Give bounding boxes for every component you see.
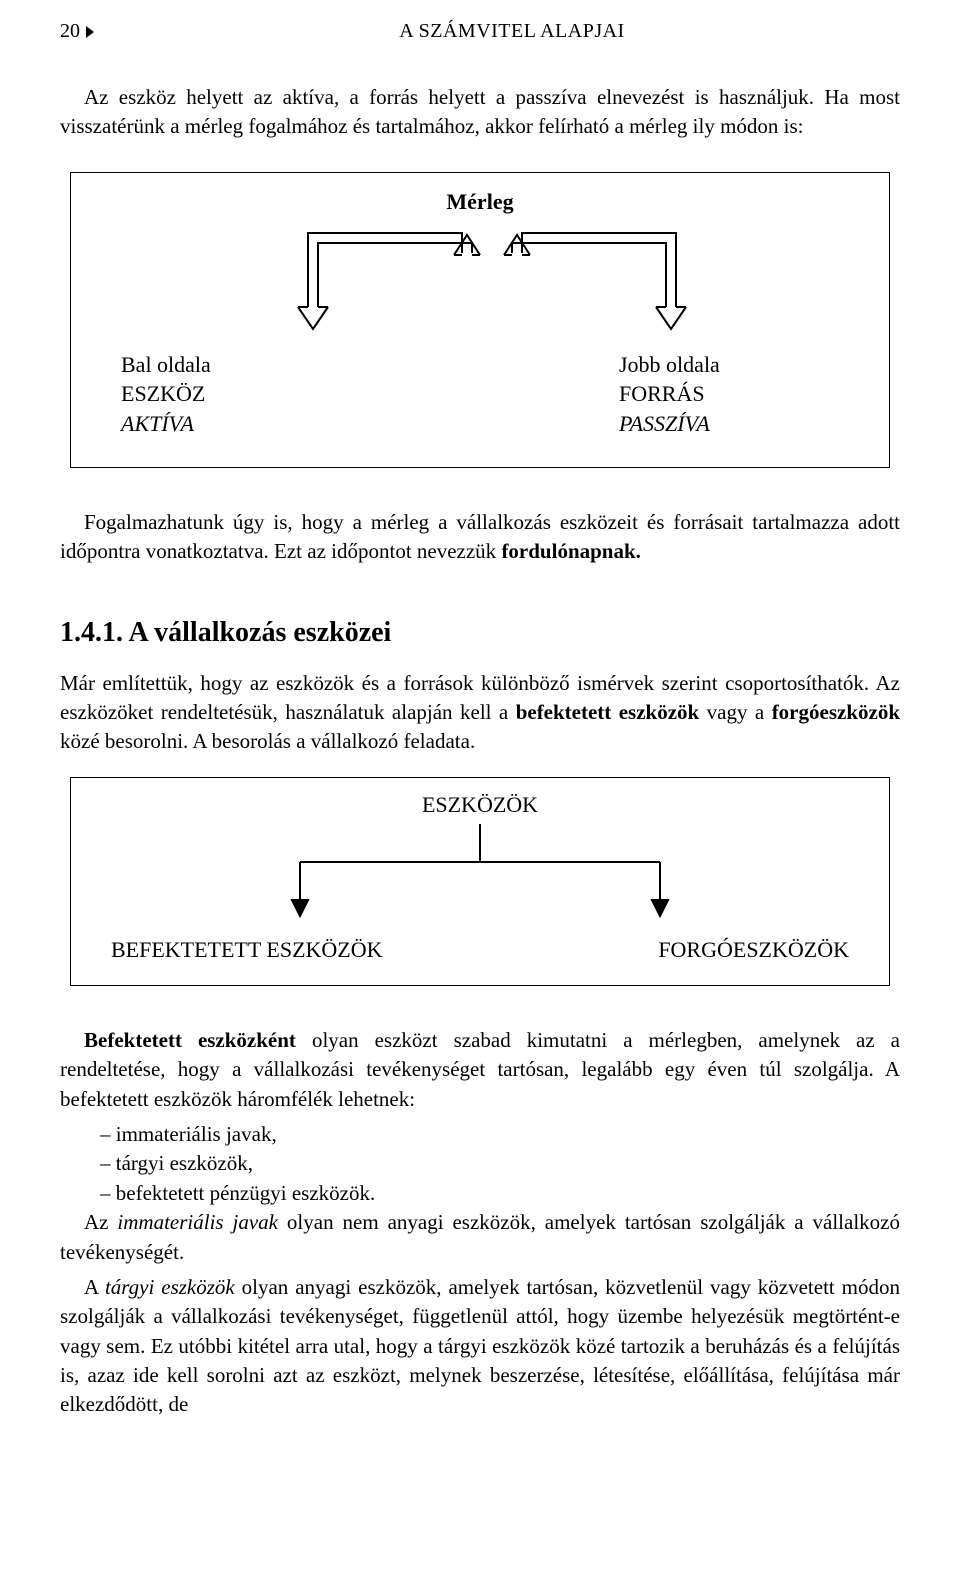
diagram1-arrows [121, 225, 839, 340]
diagram2-title: ESZKÖZÖK [111, 792, 849, 818]
section-title: A vállalkozás eszközei [128, 617, 391, 648]
d1-left-line3: AKTÍVA [121, 409, 341, 439]
diagram-merleg: Mérleg [70, 172, 890, 468]
p5-a: Az [84, 1210, 117, 1234]
p5-italic: immateriális javak [117, 1210, 278, 1234]
p6-italic: tárgyi eszközök [105, 1275, 235, 1299]
diagram1-left-col: Bal oldala ESZKÖZ AKTÍVA [121, 350, 341, 439]
paragraph-3: Már említettük, hogy az eszközök és a fo… [60, 669, 900, 757]
list-item-1: – immateriális javak, [100, 1120, 900, 1149]
paragraph-6: A tárgyi eszközök olyan anyagi eszközök,… [60, 1273, 900, 1420]
header-title: A SZÁMVITEL ALAPJAI [124, 20, 900, 43]
list-item-2: – tárgyi eszközök, [100, 1149, 900, 1178]
paragraph-5: Az immateriális javak olyan nem anyagi e… [60, 1208, 900, 1267]
p3-b1: befektetett eszközök [516, 700, 700, 724]
d1-right-line1: Jobb oldala [619, 350, 839, 380]
d1-left-line1: Bal oldala [121, 350, 341, 380]
p3-c: közé besorolni. A besorolás a vállalkozó… [60, 729, 475, 753]
p3-b2: forgóeszközök [772, 700, 900, 724]
diagram2-left: BEFEKTETETT ESZKÖZÖK [111, 937, 383, 963]
paragraph-1: Az eszköz helyett az aktíva, a forrás he… [60, 83, 900, 142]
diagram-eszkozok: ESZKÖZÖK BEFEKTETETT ESZKÖZÖK FORGÓESZKÖ… [70, 777, 890, 986]
diagram2-arrows [170, 824, 790, 924]
paragraph-2: Fogalmazhatunk úgy is, hogy a mérleg a v… [60, 508, 900, 567]
section-number: 1.4.1. [60, 617, 123, 648]
diagram1-right-col: Jobb oldala FORRÁS PASSZÍVA [619, 350, 839, 439]
d1-right-line3: PASSZÍVA [619, 409, 839, 439]
p2-bold: fordulónapnak. [501, 539, 640, 563]
diagram1-title: Mérleg [121, 189, 839, 215]
list-item-3: – befektetett pénzügyi eszközök. [100, 1179, 900, 1208]
section-heading: 1.4.1. A vállalkozás eszközei [60, 617, 900, 649]
page-number: 20 [60, 20, 80, 43]
diagram2-right: FORGÓESZKÖZÖK [658, 937, 849, 963]
p6-a: A [84, 1275, 105, 1299]
paragraph-4: Befektetett eszközként olyan eszközt sza… [60, 1026, 900, 1114]
p2-text: Fogalmazhatunk úgy is, hogy a mérleg a v… [60, 510, 900, 563]
p4-bold: Befektetett eszközként [84, 1028, 296, 1052]
d1-left-line2: ESZKÖZ [121, 379, 341, 409]
caret-icon [86, 26, 94, 38]
page-header: 20 A SZÁMVITEL ALAPJAI [60, 20, 900, 43]
d1-right-line2: FORRÁS [619, 379, 839, 409]
p3-mid: vagy a [699, 700, 771, 724]
